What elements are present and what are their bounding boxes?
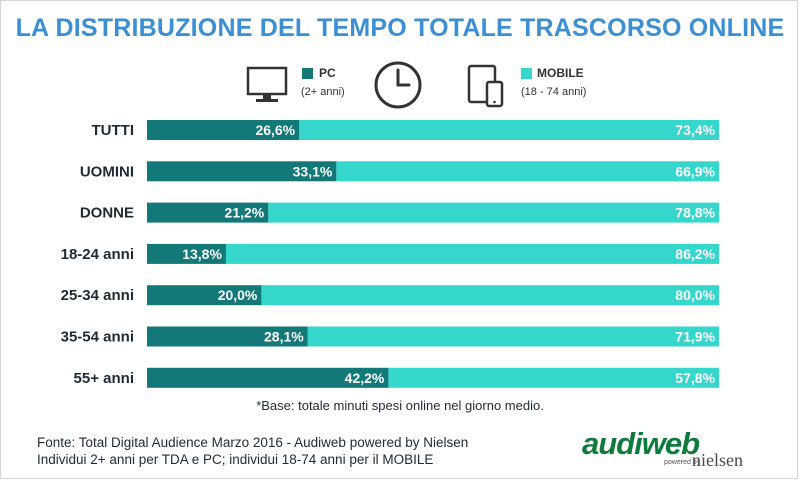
category-label: 25-34 anni bbox=[61, 287, 134, 304]
value-label-mobile: 73,4% bbox=[675, 122, 715, 138]
category-label: UOMINI bbox=[80, 163, 134, 180]
legend-label-pc: PC bbox=[319, 66, 336, 80]
category-label: 55+ anni bbox=[74, 370, 134, 387]
chart-note: *Base: totale minuti spesi online nel gi… bbox=[256, 398, 544, 413]
category-label: 18-24 anni bbox=[61, 246, 134, 263]
bar-mobile bbox=[336, 161, 719, 182]
audiweb-logo: audiweb powered by nielsen bbox=[582, 426, 757, 474]
value-label-mobile: 71,9% bbox=[675, 329, 715, 345]
legend-sub-mobile: (18 - 74 anni) bbox=[521, 86, 587, 98]
legend-swatch-mobile bbox=[521, 68, 532, 79]
value-label-pc: 13,8% bbox=[182, 246, 222, 262]
tablet-phone-icon bbox=[467, 64, 504, 108]
logo-main-text: audiweb bbox=[582, 426, 700, 461]
legend-sub-pc: (2+ anni) bbox=[301, 86, 345, 98]
source-line-1: Fonte: Total Digital Audience Marzo 2016… bbox=[37, 435, 469, 450]
bar-mobile bbox=[261, 285, 719, 306]
source-line-2: Individui 2+ anni per TDA e PC; individu… bbox=[37, 452, 434, 467]
value-label-mobile: 57,8% bbox=[675, 370, 715, 386]
legend-swatch-pc bbox=[302, 68, 313, 79]
bar-pc bbox=[147, 202, 269, 223]
value-label-pc: 42,2% bbox=[345, 370, 385, 386]
source-text: Fonte: Total Digital Audience Marzo 2016… bbox=[37, 434, 468, 468]
category-label: TUTTI bbox=[92, 122, 135, 139]
category-label: DONNE bbox=[80, 205, 134, 222]
monitor-icon bbox=[246, 66, 288, 102]
bar-mobile bbox=[299, 120, 719, 140]
value-label-mobile: 86,2% bbox=[675, 246, 715, 262]
bar-pc bbox=[147, 120, 300, 140]
value-label-pc: 21,2% bbox=[225, 205, 265, 221]
value-label-mobile: 78,8% bbox=[675, 205, 715, 221]
value-label-pc: 26,6% bbox=[255, 122, 295, 138]
bar-pc bbox=[147, 161, 337, 182]
bar-mobile bbox=[225, 243, 719, 264]
bar-mobile bbox=[388, 367, 719, 388]
logo-partner-text: nielsen bbox=[692, 450, 743, 470]
stacked-bar-chart: TUTTI 26,6% 73,4% UOMINI 33,1% 66,9% DONNE 21,2… bbox=[61, 120, 719, 388]
bar-pc bbox=[147, 243, 226, 264]
clock-icon bbox=[374, 61, 422, 109]
value-label-mobile: 80,0% bbox=[675, 287, 715, 303]
value-label-pc: 28,1% bbox=[264, 329, 304, 345]
bar-mobile bbox=[307, 326, 719, 347]
bar-mobile bbox=[268, 202, 719, 223]
value-label-pc: 20,0% bbox=[218, 287, 258, 303]
bar-pc bbox=[147, 285, 262, 306]
bar-pc bbox=[147, 326, 308, 347]
legend-label-mobile: MOBILE bbox=[537, 66, 584, 80]
chart-title: LA DISTRIBUZIONE DEL TEMPO TOTALE TRASCO… bbox=[15, 14, 785, 42]
category-label: 35-54 anni bbox=[61, 329, 134, 346]
legend: PC (2+ anni) MOBILE (18 - 74 anni) bbox=[0, 60, 800, 110]
logo-powered-text: powered by bbox=[664, 459, 701, 466]
bar-pc bbox=[147, 367, 389, 388]
value-label-pc: 33,1% bbox=[293, 163, 333, 179]
value-label-mobile: 66,9% bbox=[675, 163, 715, 179]
